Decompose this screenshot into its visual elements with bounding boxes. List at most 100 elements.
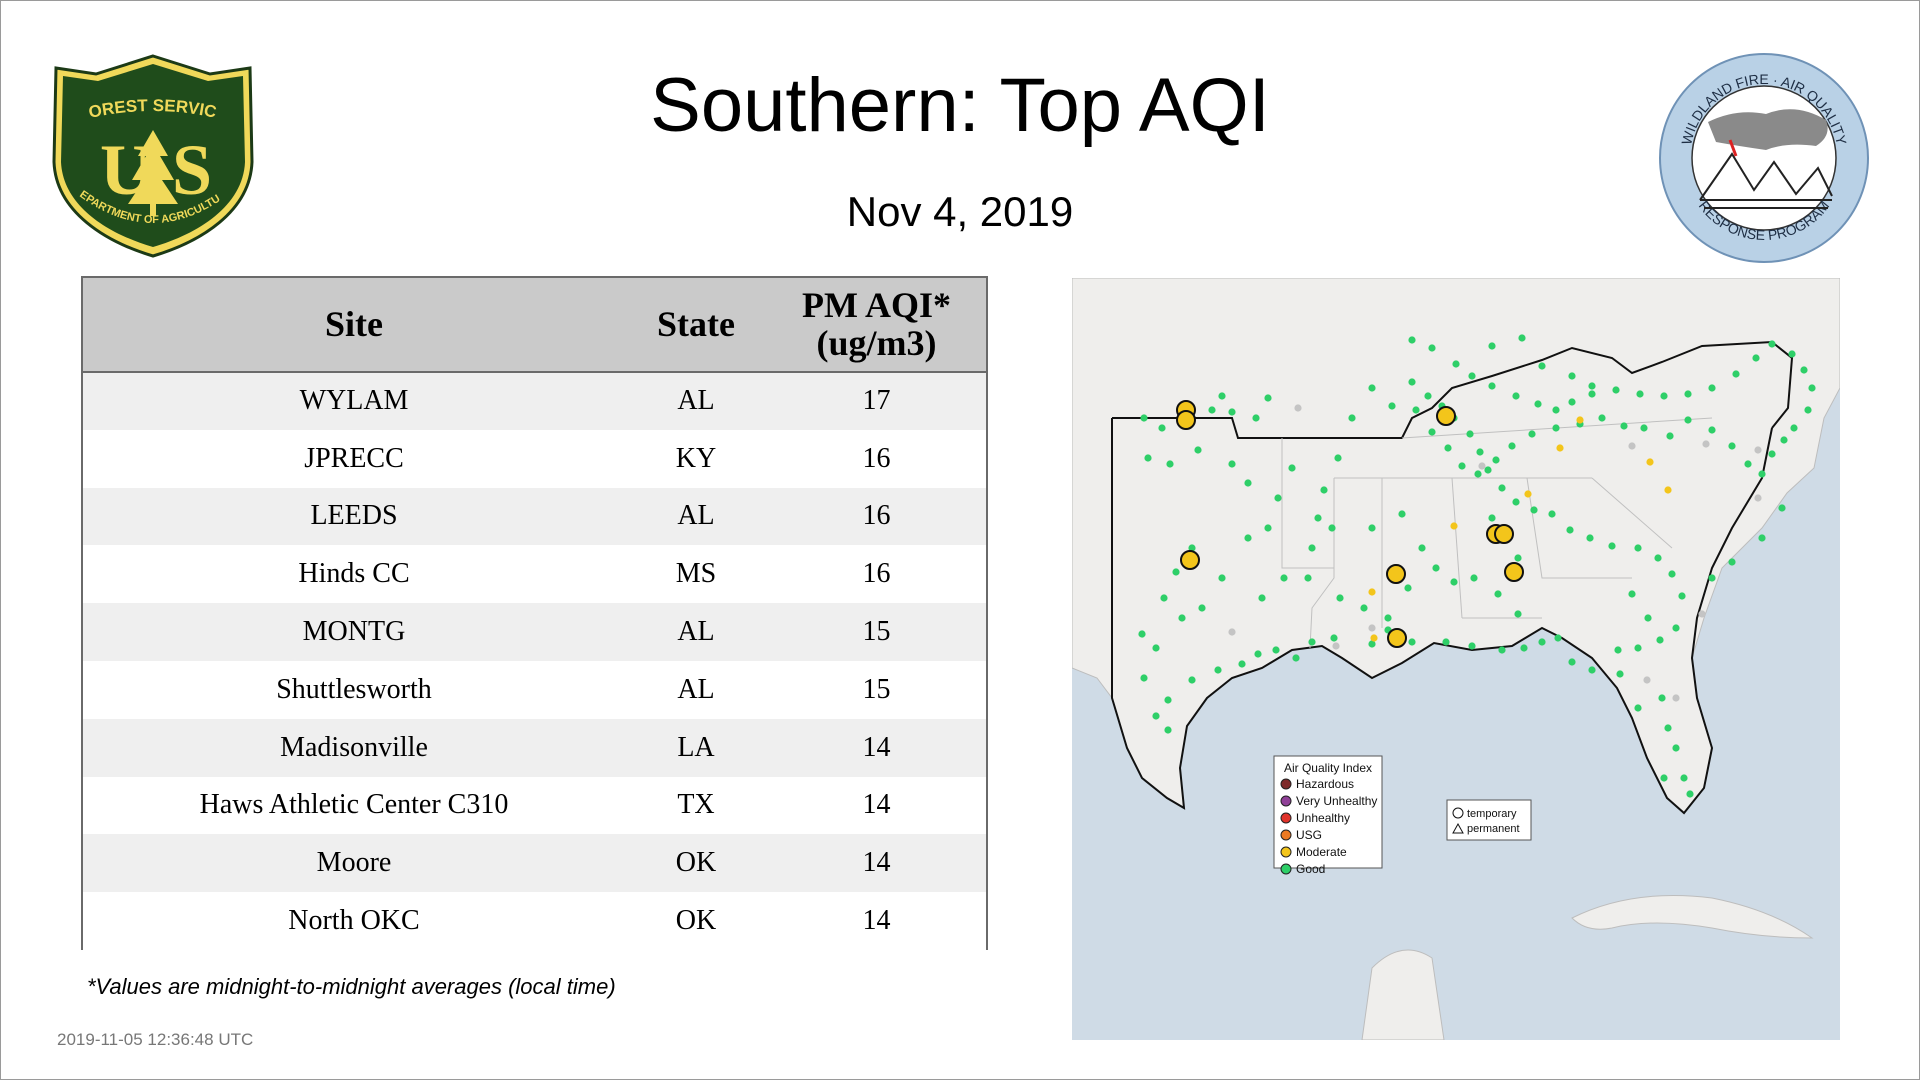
moderate-site-marker xyxy=(1664,486,1672,494)
aqi-map: Air Quality Index Hazardous Very Unhealth… xyxy=(1072,278,1840,1040)
top-aqi-site-marker xyxy=(1387,628,1407,648)
nodata-site-marker xyxy=(1698,610,1706,618)
good-site-marker xyxy=(1484,466,1492,474)
good-site-marker xyxy=(1640,424,1648,432)
site-cell: MONTG xyxy=(302,616,406,648)
good-site-marker xyxy=(1474,470,1482,478)
good-site-marker xyxy=(1660,392,1668,400)
good-site-marker xyxy=(1368,524,1376,532)
good-site-marker xyxy=(1264,524,1272,532)
value-cell: 16 xyxy=(862,558,891,590)
good-site-marker xyxy=(1634,704,1642,712)
column-header-state: State xyxy=(625,278,767,373)
state-cell: KY xyxy=(675,442,717,474)
good-site-marker xyxy=(1672,624,1680,632)
good-site-marker xyxy=(1644,614,1652,622)
map-yucatan xyxy=(1361,949,1445,1040)
good-site-marker xyxy=(1166,460,1174,468)
site-cell: Shuttlesworth xyxy=(276,673,432,705)
good-site-marker xyxy=(1628,590,1636,598)
good-site-marker xyxy=(1568,372,1576,380)
good-site-marker xyxy=(1728,442,1736,450)
good-site-marker xyxy=(1424,392,1432,400)
top-aqi-table: Site State PM AQI* (ug/m3) WYLAM AL 17 JPR… xyxy=(81,276,988,950)
good-site-marker xyxy=(1520,644,1528,652)
legend-swatch-hazardous xyxy=(1280,778,1292,790)
nodata-site-marker xyxy=(1628,442,1636,450)
report-date: Nov 4, 2019 xyxy=(846,188,1074,235)
good-site-marker xyxy=(1768,450,1776,458)
good-site-marker xyxy=(1488,342,1496,350)
good-site-marker xyxy=(1442,638,1450,646)
value-cell: 14 xyxy=(862,731,891,763)
state-cell: AL xyxy=(677,385,715,417)
nodata-site-marker xyxy=(1643,676,1651,684)
good-site-marker xyxy=(1468,642,1476,650)
table-header-row: Site State PM AQI* (ug/m3) xyxy=(83,278,986,373)
nodata-site-marker xyxy=(1754,494,1762,502)
aqi-site-markers xyxy=(1138,334,1816,798)
good-site-marker xyxy=(1664,724,1672,732)
site-cell: Haws Athletic Center C310 xyxy=(199,789,509,821)
good-site-marker xyxy=(1208,406,1216,414)
good-site-marker xyxy=(1512,392,1520,400)
value-cell: 14 xyxy=(862,905,891,937)
legend-label-good: Good xyxy=(1296,862,1325,876)
good-site-marker xyxy=(1684,390,1692,398)
good-site-marker xyxy=(1758,534,1766,542)
good-site-marker xyxy=(1498,484,1506,492)
nodata-site-marker xyxy=(1702,440,1710,448)
good-site-marker xyxy=(1804,406,1812,414)
legend-swatch-usg xyxy=(1280,829,1292,841)
good-site-marker xyxy=(1744,460,1752,468)
good-site-marker xyxy=(1468,372,1476,380)
good-site-marker xyxy=(1152,712,1160,720)
value-cell: 14 xyxy=(862,789,891,821)
good-site-marker xyxy=(1452,360,1460,368)
top-aqi-site-marker xyxy=(1504,562,1524,582)
legend-swatch-moderate xyxy=(1280,846,1292,858)
page-title: Southern: Top AQI xyxy=(650,63,1270,148)
value-cell: 16 xyxy=(862,500,891,532)
legend-swatch-unhealthy xyxy=(1280,812,1292,824)
good-site-marker xyxy=(1238,660,1246,668)
good-site-marker xyxy=(1158,424,1166,432)
good-site-marker xyxy=(1198,604,1206,612)
map-cuba xyxy=(1571,895,1814,939)
good-site-marker xyxy=(1530,506,1538,514)
good-site-marker xyxy=(1314,514,1322,522)
legend-swatch-good xyxy=(1280,863,1292,875)
good-site-marker xyxy=(1408,336,1416,344)
good-site-marker xyxy=(1244,534,1252,542)
temporary-circle-icon xyxy=(1452,807,1464,819)
good-site-marker xyxy=(1612,386,1620,394)
table-row: Shuttlesworth AL 15 xyxy=(83,660,986,719)
good-site-marker xyxy=(1538,638,1546,646)
good-site-marker xyxy=(1428,344,1436,352)
state-cell: LA xyxy=(677,731,715,763)
moderate-site-marker xyxy=(1370,634,1378,642)
pine-tree-icon xyxy=(128,130,178,216)
good-site-marker xyxy=(1214,666,1222,674)
good-site-marker xyxy=(1264,394,1272,402)
good-site-marker xyxy=(1368,640,1376,648)
good-site-marker xyxy=(1348,414,1356,422)
forest-service-logo: FOREST SERVICE U S DEPARTMENT OF AGRICUL… xyxy=(50,52,254,258)
table-row: Moore OK 14 xyxy=(83,834,986,893)
nodata-site-marker xyxy=(1754,446,1762,454)
moderate-site-marker xyxy=(1524,490,1532,498)
good-site-marker xyxy=(1656,636,1664,644)
good-site-marker xyxy=(1360,604,1368,612)
good-site-marker xyxy=(1280,574,1288,582)
site-cell: North OKC xyxy=(288,905,420,937)
good-site-marker xyxy=(1588,382,1596,390)
value-cell: 15 xyxy=(862,673,891,705)
value-cell: 14 xyxy=(862,847,891,879)
moderate-site-marker xyxy=(1646,458,1654,466)
table-row: Madisonville LA 14 xyxy=(83,718,986,777)
legend-label-moderate: Moderate xyxy=(1296,845,1347,859)
good-site-marker xyxy=(1758,470,1766,478)
good-site-marker xyxy=(1218,574,1226,582)
good-site-marker xyxy=(1494,590,1502,598)
good-site-marker xyxy=(1666,432,1674,440)
